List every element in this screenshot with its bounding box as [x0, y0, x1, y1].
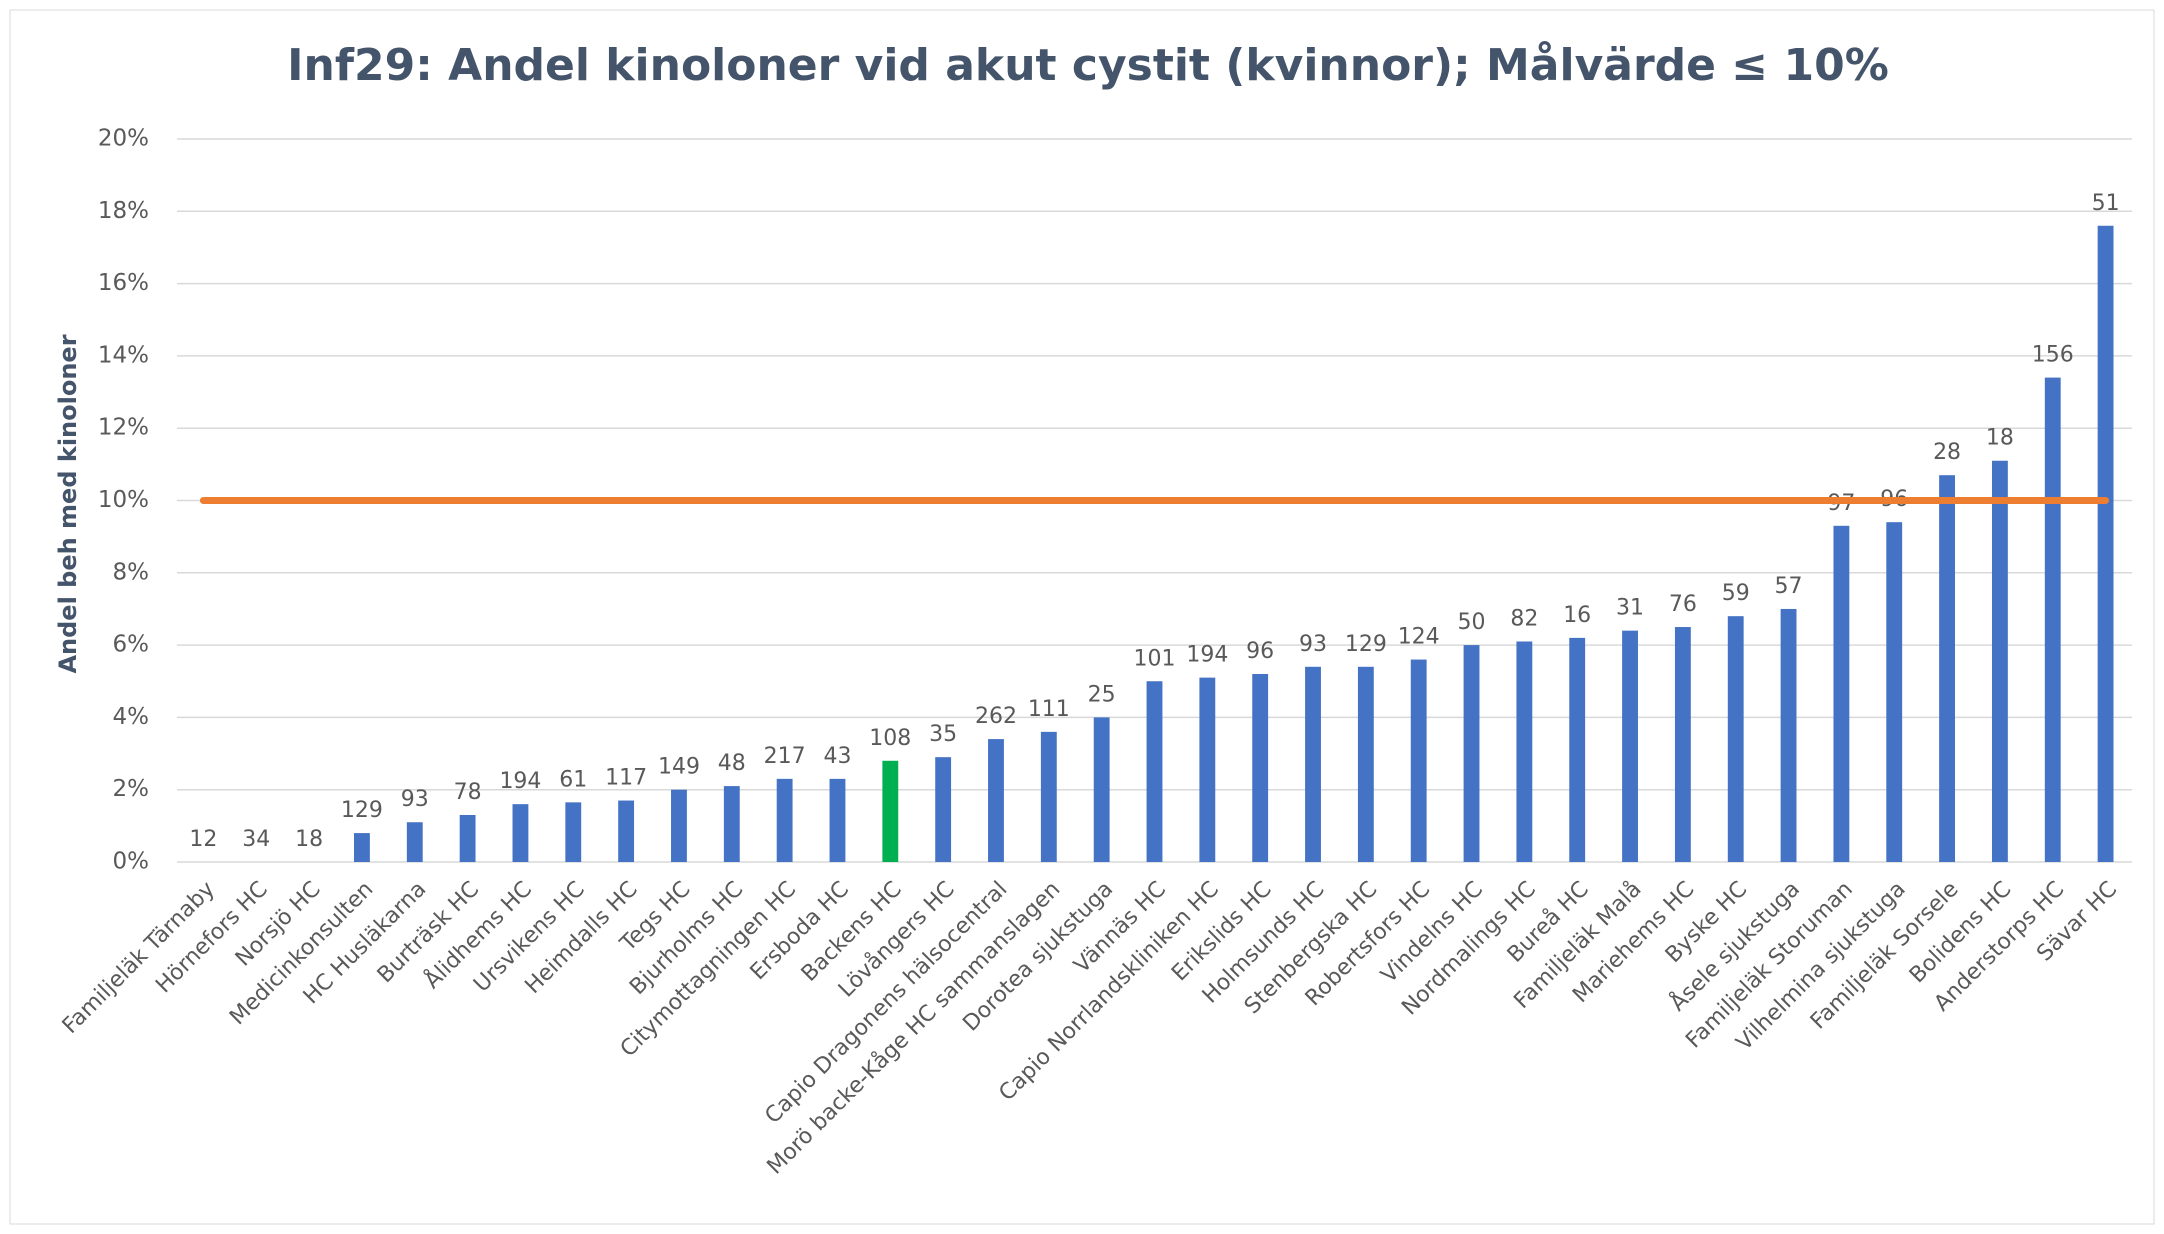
count-label: 194 [499, 769, 541, 794]
y-tick-label: 4% [113, 704, 150, 730]
count-label: 61 [559, 767, 587, 792]
bar [1199, 677, 1216, 862]
bar [2044, 377, 2061, 862]
count-label: 96 [1246, 639, 1274, 664]
count-label: 93 [1299, 632, 1327, 657]
chart-title: Inf29: Andel kinoloner vid akut cystit (… [287, 40, 1889, 91]
bar [565, 802, 582, 862]
y-tick-label: 16% [98, 270, 149, 296]
bar [1093, 717, 1110, 862]
y-tick-label: 20% [98, 126, 149, 152]
count-label: 111 [1028, 697, 1070, 722]
count-label: 101 [1134, 646, 1176, 671]
count-label: 31 [1616, 596, 1644, 621]
count-label: 18 [295, 827, 323, 852]
y-tick-label: 0% [113, 849, 150, 875]
bar [1463, 645, 1480, 862]
bar [1939, 475, 1955, 862]
bar [1780, 608, 1797, 862]
bar [1886, 522, 1903, 862]
count-label: 48 [718, 751, 746, 776]
bar [2097, 225, 2114, 862]
bar [988, 739, 1004, 862]
bar [1357, 666, 1374, 862]
bar [1146, 681, 1163, 862]
count-label: 25 [1088, 682, 1116, 707]
count-label: 78 [454, 780, 482, 805]
y-tick-label: 2% [113, 776, 150, 802]
bar [1516, 641, 1533, 862]
y-tick-label: 14% [98, 342, 149, 368]
bar [1410, 659, 1427, 862]
bar [723, 786, 740, 862]
bar [1252, 674, 1269, 862]
count-label: 262 [975, 704, 1017, 729]
bar [671, 789, 687, 862]
bar [512, 804, 529, 862]
count-label: 18 [1986, 426, 2014, 451]
bar [459, 815, 476, 862]
count-label: 129 [1345, 632, 1387, 657]
count-label: 129 [341, 798, 383, 823]
count-label: 217 [764, 744, 806, 769]
count-label: 35 [929, 722, 957, 747]
count-label: 82 [1510, 606, 1538, 631]
bar [829, 778, 846, 862]
bar [935, 757, 952, 862]
bar [776, 778, 793, 862]
bar [1040, 731, 1057, 862]
bar [1674, 627, 1691, 862]
count-label: 57 [1775, 574, 1803, 599]
bar [406, 822, 423, 862]
count-label: 93 [401, 787, 429, 812]
count-label: 194 [1186, 643, 1228, 668]
bar [1991, 460, 2008, 862]
count-label: 124 [1398, 625, 1440, 650]
count-label: 50 [1458, 610, 1486, 635]
y-tick-label: 18% [98, 198, 149, 224]
count-label: 51 [2092, 191, 2120, 216]
count-label: 117 [605, 766, 647, 791]
bar [1305, 666, 1321, 862]
bar [1727, 616, 1744, 862]
count-label: 149 [658, 755, 700, 780]
bar [882, 760, 899, 862]
y-tick-label: 6% [113, 632, 150, 658]
y-tick-label: 12% [98, 415, 149, 441]
count-label: 76 [1669, 592, 1697, 617]
count-label: 12 [189, 827, 217, 852]
count-label: 28 [1933, 440, 1961, 465]
bar [1833, 525, 1850, 862]
bar [354, 833, 370, 862]
count-label: 34 [242, 827, 270, 852]
count-label: 59 [1722, 581, 1750, 606]
count-label: 108 [869, 726, 911, 751]
count-label: 43 [823, 744, 851, 769]
y-tick-label: 10% [98, 487, 149, 513]
bar [1569, 637, 1586, 862]
bar [1622, 630, 1638, 862]
count-label: 156 [2032, 343, 2074, 368]
bar [618, 800, 635, 862]
y-axis-label: Andel beh med kinoloner [54, 334, 82, 673]
count-label: 16 [1563, 603, 1591, 628]
y-tick-label: 8% [113, 559, 150, 585]
chart-frame [9, 9, 2155, 1225]
